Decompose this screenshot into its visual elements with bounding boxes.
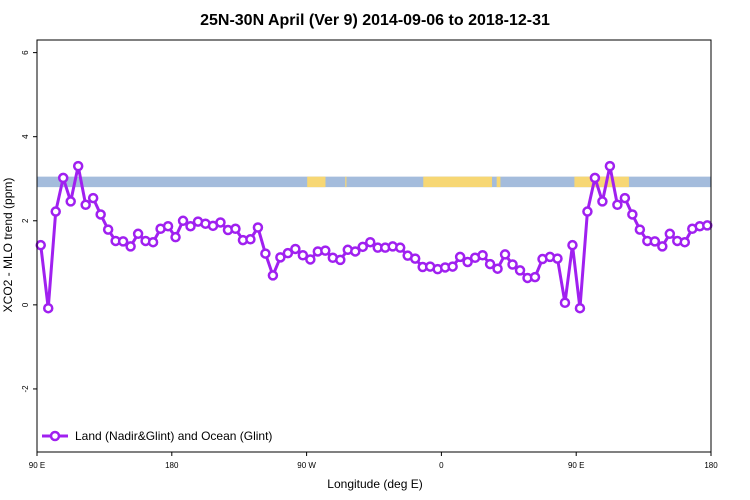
data-point: [267, 270, 279, 281]
data-point: [394, 242, 406, 253]
legend: Land (Nadir&Glint) and Ocean (Glint): [42, 429, 272, 443]
data-point: [42, 302, 54, 314]
data-point: [320, 245, 331, 256]
data-point: [290, 243, 301, 255]
x-axis-label: Longitude (deg E): [327, 477, 422, 491]
data-point: [484, 258, 496, 270]
data-point: [567, 239, 578, 251]
data-point: [335, 254, 346, 266]
data-point: [245, 234, 256, 245]
data-point: [514, 265, 526, 276]
data-point: [297, 249, 309, 261]
data-point: [80, 199, 91, 211]
band-land-segment: [423, 176, 493, 188]
legend-marker: [49, 430, 61, 442]
band-land-segment: [345, 176, 347, 188]
data-point: [177, 215, 189, 227]
y-tick-label: 2: [21, 218, 30, 223]
band-ocean: [37, 176, 711, 188]
data-point: [275, 252, 286, 263]
data-point: [365, 236, 376, 248]
data-point: [702, 220, 713, 231]
data-point: [649, 236, 661, 247]
data-point: [634, 224, 646, 235]
data-point: [657, 241, 668, 252]
data-point: [215, 217, 226, 228]
data-point: [529, 271, 541, 283]
data-point: [582, 206, 593, 217]
data-point: [454, 251, 466, 263]
x-tick-label: 90 E: [29, 461, 45, 470]
data-point: [574, 302, 586, 314]
data-point: [117, 236, 129, 247]
data-point: [559, 297, 571, 309]
x-tick-label: 180: [704, 461, 718, 470]
data-point: [147, 236, 159, 248]
data-point: [230, 223, 241, 235]
data-point: [612, 199, 623, 211]
data-point: [477, 249, 488, 261]
y-axis: -2 0 2 4 6: [21, 50, 37, 393]
x-tick-label: 90 W: [297, 461, 316, 470]
data-point: [604, 160, 616, 172]
data-point: [447, 261, 458, 272]
legend-label: Land (Nadir&Glint) and Ocean (Glint): [75, 429, 272, 443]
data-point: [260, 248, 271, 259]
band-land-segment: [574, 176, 629, 188]
data-point: [619, 192, 631, 204]
data-point: [65, 196, 76, 207]
data-point: [499, 249, 511, 260]
plot-frame: [36, 39, 712, 453]
data-point: [507, 259, 518, 270]
data-point: [102, 224, 114, 235]
y-axis-label: XCO2 - MLO trend (ppm): [1, 178, 15, 313]
data-point: [552, 253, 563, 264]
data-point: [132, 228, 144, 240]
data-point: [305, 254, 316, 265]
data-point: [357, 241, 369, 253]
data-point: [409, 253, 421, 264]
data-point: [252, 222, 264, 233]
data-point: [170, 231, 181, 243]
data-point: [87, 192, 99, 204]
data-point: [664, 228, 676, 240]
y-tick-label: -2: [21, 385, 30, 393]
data-point: [95, 209, 106, 220]
y-tick-label: 4: [21, 134, 30, 139]
data-point: [72, 160, 84, 172]
data-point: [492, 263, 503, 274]
data-point: [597, 196, 608, 207]
band-land-segment: [307, 176, 326, 188]
data-point: [462, 256, 473, 268]
data-point: [57, 172, 69, 184]
data-point: [185, 220, 196, 232]
data-point: [679, 236, 691, 248]
data-point: [282, 247, 294, 259]
surface-band: [37, 176, 711, 188]
data-point: [350, 246, 361, 257]
data-point: [589, 172, 601, 184]
data-point: [162, 220, 174, 232]
y-tick-label: 6: [21, 50, 30, 55]
data-point: [35, 239, 46, 251]
x-tick-label: 90 E: [568, 461, 584, 470]
y-tick-label: 0: [21, 302, 30, 307]
data-point: [50, 206, 61, 217]
x-tick-label: 0: [439, 461, 444, 470]
series-layer: [35, 160, 713, 314]
chart-title: 25N-30N April (Ver 9) 2014-09-06 to 2018…: [200, 12, 550, 29]
x-axis: 90 E 180 90 W 0 90 E 180: [29, 452, 718, 470]
band-land-segment: [496, 176, 501, 188]
data-point: [627, 209, 638, 220]
x-tick-label: 180: [165, 461, 179, 470]
data-point: [125, 241, 136, 252]
